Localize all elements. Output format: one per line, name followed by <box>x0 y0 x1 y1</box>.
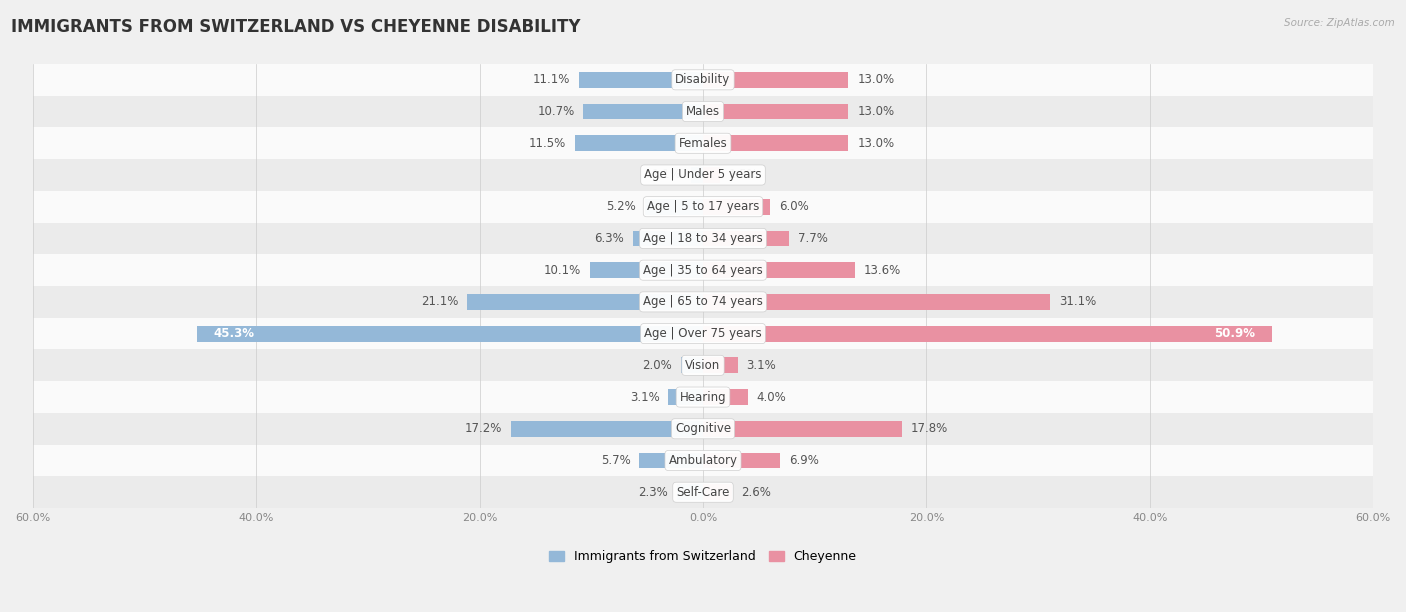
Bar <box>640 452 703 468</box>
Bar <box>32 286 1374 318</box>
Bar <box>32 381 1374 413</box>
Text: Self-Care: Self-Care <box>676 486 730 499</box>
Text: 11.1%: 11.1% <box>533 73 569 86</box>
Bar <box>703 262 855 278</box>
Text: Females: Females <box>679 136 727 150</box>
Text: Vision: Vision <box>685 359 721 372</box>
Bar <box>32 318 1374 349</box>
Bar <box>575 135 703 151</box>
Text: 2.0%: 2.0% <box>643 359 672 372</box>
Bar <box>703 72 848 88</box>
Bar <box>32 413 1374 445</box>
Bar <box>703 135 848 151</box>
Text: 17.8%: 17.8% <box>911 422 948 435</box>
Text: 45.3%: 45.3% <box>214 327 254 340</box>
Text: Age | 5 to 17 years: Age | 5 to 17 years <box>647 200 759 213</box>
Text: Age | 18 to 34 years: Age | 18 to 34 years <box>643 232 763 245</box>
Text: Ambulatory: Ambulatory <box>668 454 738 467</box>
Bar <box>703 421 901 437</box>
Bar <box>703 357 738 373</box>
Bar <box>510 421 703 437</box>
Bar <box>32 445 1374 476</box>
Bar <box>703 294 1050 310</box>
Text: 10.1%: 10.1% <box>544 264 581 277</box>
Text: Source: ZipAtlas.com: Source: ZipAtlas.com <box>1284 18 1395 28</box>
Text: Age | Over 75 years: Age | Over 75 years <box>644 327 762 340</box>
Bar <box>32 349 1374 381</box>
Text: 21.1%: 21.1% <box>420 296 458 308</box>
Bar <box>32 127 1374 159</box>
Bar <box>32 95 1374 127</box>
Text: 6.9%: 6.9% <box>789 454 818 467</box>
Text: 13.0%: 13.0% <box>858 136 894 150</box>
Text: 13.0%: 13.0% <box>858 105 894 118</box>
Bar <box>703 484 733 500</box>
Bar <box>583 103 703 119</box>
Bar <box>703 389 748 405</box>
Bar <box>32 476 1374 508</box>
Bar <box>681 357 703 373</box>
Text: Disability: Disability <box>675 73 731 86</box>
Bar <box>690 167 703 183</box>
Text: 13.0%: 13.0% <box>858 73 894 86</box>
Bar <box>591 262 703 278</box>
Text: 2.6%: 2.6% <box>741 486 770 499</box>
Bar <box>668 389 703 405</box>
Bar <box>32 64 1374 95</box>
Bar <box>703 167 720 183</box>
Text: 5.2%: 5.2% <box>606 200 636 213</box>
Text: Hearing: Hearing <box>679 390 727 403</box>
Text: Age | 35 to 64 years: Age | 35 to 64 years <box>643 264 763 277</box>
Text: 4.0%: 4.0% <box>756 390 786 403</box>
Bar <box>467 294 703 310</box>
Text: Males: Males <box>686 105 720 118</box>
Bar <box>32 159 1374 191</box>
Text: 7.7%: 7.7% <box>799 232 828 245</box>
Legend: Immigrants from Switzerland, Cheyenne: Immigrants from Switzerland, Cheyenne <box>544 545 862 569</box>
Text: Cognitive: Cognitive <box>675 422 731 435</box>
Bar <box>703 199 770 215</box>
Text: 10.7%: 10.7% <box>537 105 575 118</box>
Text: 2.3%: 2.3% <box>638 486 668 499</box>
Bar <box>703 452 780 468</box>
Text: Age | 65 to 74 years: Age | 65 to 74 years <box>643 296 763 308</box>
Text: 3.1%: 3.1% <box>747 359 776 372</box>
Bar <box>703 231 789 247</box>
Text: Age | Under 5 years: Age | Under 5 years <box>644 168 762 182</box>
Bar <box>703 326 1271 341</box>
Text: IMMIGRANTS FROM SWITZERLAND VS CHEYENNE DISABILITY: IMMIGRANTS FROM SWITZERLAND VS CHEYENNE … <box>11 18 581 36</box>
Text: 1.5%: 1.5% <box>728 168 758 182</box>
Text: 3.1%: 3.1% <box>630 390 659 403</box>
Text: 5.7%: 5.7% <box>600 454 630 467</box>
Bar <box>633 231 703 247</box>
Text: 50.9%: 50.9% <box>1213 327 1256 340</box>
Bar <box>197 326 703 341</box>
Text: 13.6%: 13.6% <box>863 264 901 277</box>
Bar <box>645 199 703 215</box>
Text: 17.2%: 17.2% <box>464 422 502 435</box>
Text: 1.1%: 1.1% <box>652 168 682 182</box>
Bar <box>678 484 703 500</box>
Text: 6.0%: 6.0% <box>779 200 808 213</box>
Text: 31.1%: 31.1% <box>1059 296 1097 308</box>
Text: 6.3%: 6.3% <box>593 232 624 245</box>
Bar <box>703 103 848 119</box>
Bar <box>579 72 703 88</box>
Text: 11.5%: 11.5% <box>529 136 565 150</box>
Bar <box>32 255 1374 286</box>
Bar <box>32 191 1374 223</box>
Bar <box>32 223 1374 255</box>
